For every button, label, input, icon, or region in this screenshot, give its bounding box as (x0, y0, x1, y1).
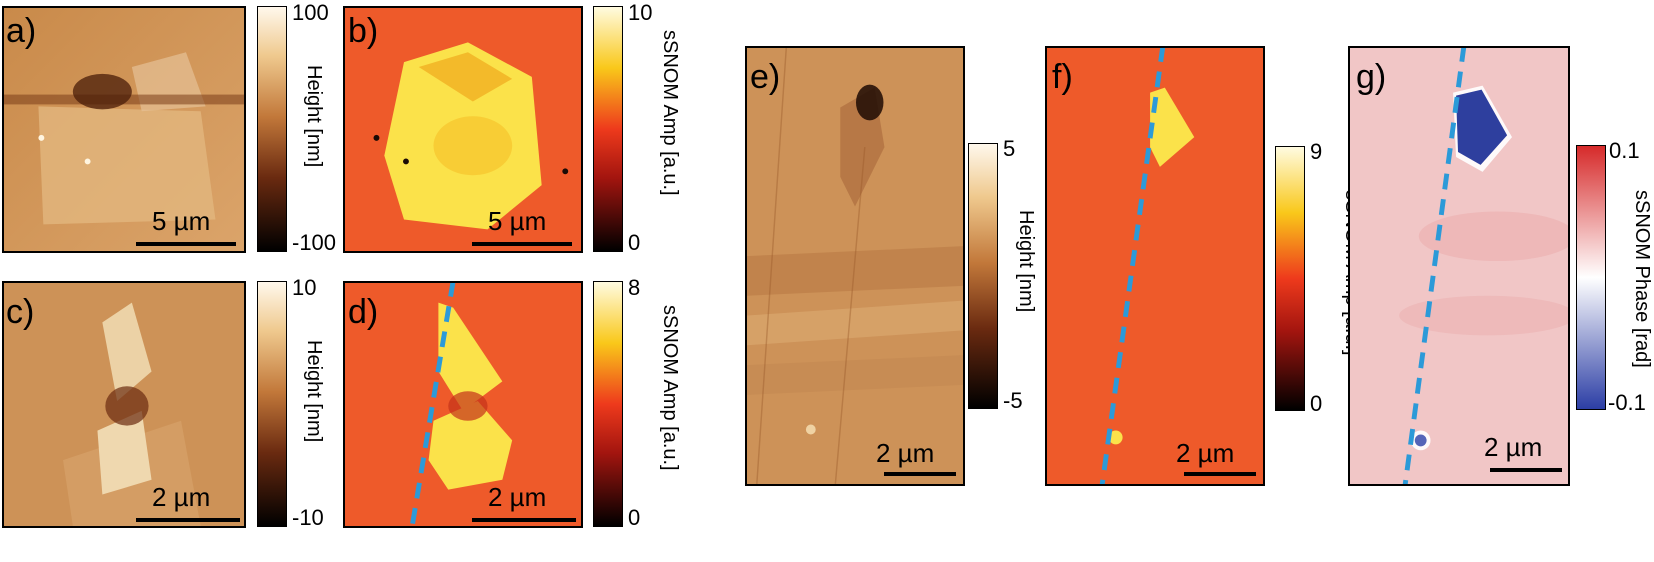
panel-b-amp-map (343, 6, 583, 253)
colorbar-d-min: 0 (628, 505, 641, 530)
colorbar-g (1576, 145, 1606, 410)
colorbar-c-title: Height [nm] (303, 340, 325, 443)
height-map-image (747, 48, 963, 484)
colorbar-d-max: 8 (628, 275, 641, 300)
panel-a-height-map (2, 6, 246, 253)
panel-d-label: d) (348, 293, 379, 331)
panel-g-phase-map (1348, 46, 1570, 486)
panel-d-scalebar (472, 518, 576, 522)
colorbar-f-min: 0 (1310, 391, 1323, 416)
phase-map-image (1350, 48, 1568, 484)
colorbar-e-max: 5 (1003, 136, 1016, 161)
amp-map-image (1047, 48, 1263, 484)
panel-b-scalebar-label: 5 µm (488, 206, 547, 236)
panel-d-scalebar-label: 2 µm (488, 482, 547, 512)
height-map-image (4, 283, 244, 526)
colorbar-c-max: 10 (292, 275, 317, 300)
colorbar-e (968, 143, 998, 409)
colorbar-f-max: 9 (1310, 139, 1323, 164)
colorbar-d-title: sSNOM Amp [a.u.] (659, 305, 681, 471)
colorbar-a (257, 6, 287, 252)
panel-e-label: e) (750, 58, 781, 96)
colorbar-e-title: Height [nm] (1015, 210, 1037, 313)
amp-map-image (345, 283, 581, 526)
panel-f-amp-map (1045, 46, 1265, 486)
colorbar-a-title: Height [nm] (303, 65, 325, 168)
panel-c-scalebar-label: 2 µm (152, 482, 211, 512)
panel-f-scalebar (1184, 472, 1256, 476)
panel-c-height-map (2, 281, 246, 528)
panel-e-scalebar (884, 472, 956, 476)
colorbar-c-min: -10 (292, 505, 324, 530)
panel-e-height-map (745, 46, 965, 486)
colorbar-a-min: -100 (292, 230, 337, 255)
panel-g-scalebar (1490, 468, 1562, 472)
panel-g-scalebar-label: 2 µm (1484, 432, 1543, 462)
panel-f-scalebar-label: 2 µm (1176, 438, 1235, 468)
colorbar-b-title: sSNOM Amp [a.u.] (659, 30, 681, 196)
colorbar-b (593, 6, 623, 252)
colorbar-e-min: -5 (1003, 388, 1023, 413)
panel-c-scalebar (136, 518, 240, 522)
panel-a-scalebar (136, 242, 236, 246)
colorbar-g-max: 0.1 (1609, 138, 1640, 163)
panel-f-label: f) (1052, 58, 1073, 96)
panel-e-scalebar-label: 2 µm (876, 438, 935, 468)
panel-c-label: c) (6, 293, 35, 331)
panel-g-label: g) (1356, 58, 1387, 96)
colorbar-b-min: 0 (628, 230, 641, 255)
panel-b-scalebar (472, 242, 572, 246)
panel-a-scalebar-label: 5 µm (152, 206, 211, 236)
colorbar-b-max: 10 (628, 0, 653, 25)
panel-b-label: b) (348, 12, 379, 50)
colorbar-g-title: sSNOM Phase [rad] (1631, 190, 1653, 368)
colorbar-c (257, 281, 287, 527)
colorbar-d (593, 281, 623, 527)
height-map-image (4, 8, 244, 251)
colorbar-a-max: 100 (292, 0, 329, 25)
panel-a-label: a) (6, 12, 37, 50)
colorbar-g-min: -0.1 (1608, 390, 1646, 415)
colorbar-f (1275, 146, 1305, 411)
amp-map-image (345, 8, 581, 251)
panel-d-amp-map (343, 281, 583, 528)
